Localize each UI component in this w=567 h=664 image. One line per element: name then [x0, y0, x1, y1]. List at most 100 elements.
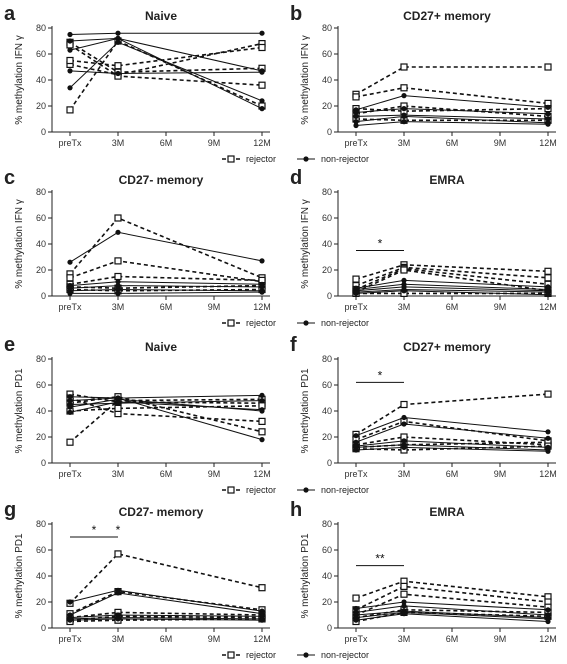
data-point-non-rejector [115, 399, 121, 405]
panel-a: a Naive % methylation IFN γ 0 20 40 60 80 preTx 3… [4, 3, 271, 148]
legend: rejector non-rejector [222, 154, 369, 164]
data-point-non-rejector [259, 258, 265, 264]
legend-label-non-rejector: non-rejector [321, 485, 369, 495]
significance-label: * [116, 523, 121, 537]
panel-title: EMRA [429, 505, 465, 519]
data-point-non-rejector [259, 69, 265, 75]
data-point-rejector [352, 275, 360, 283]
significance-label: * [92, 523, 97, 537]
x-tick-label: 12M [539, 302, 557, 312]
data-point-non-rejector [401, 93, 407, 99]
data-point-rejector [114, 62, 122, 70]
data-point-non-rejector [115, 229, 121, 235]
significance-label: * [378, 237, 383, 251]
data-point-non-rejector [401, 119, 407, 125]
data-point-non-rejector [353, 605, 359, 612]
data-point-non-rejector [115, 290, 121, 296]
panel-title: Naive [145, 340, 177, 354]
series-line-rejector [69, 395, 263, 433]
panel-letter: e [4, 334, 15, 356]
data-point-non-rejector [545, 116, 551, 122]
y-axis-label: % methylation IFN γ [300, 35, 311, 124]
legend-marker-non-rejector [303, 320, 309, 326]
data-point-rejector [258, 584, 266, 592]
data-point-rejector [114, 257, 122, 265]
y-tick-label: 20 [36, 597, 46, 607]
y-tick-label: 0 [327, 291, 332, 301]
y-tick-label: 40 [36, 406, 46, 416]
panel-letter: g [4, 499, 16, 521]
panel-letter: b [290, 3, 302, 25]
x-tick-label: 9M [208, 634, 221, 644]
x-tick-label: 9M [494, 138, 507, 148]
data-point-non-rejector [67, 398, 73, 404]
series-line-rejector [69, 553, 263, 604]
y-tick-label: 0 [327, 127, 332, 137]
legend-marker-rejector [227, 319, 235, 327]
y-axis-label: % methylation PD1 [14, 533, 25, 618]
x-tick-label: 9M [208, 302, 221, 312]
data-point-non-rejector [67, 31, 73, 38]
x-tick-label: 9M [208, 469, 221, 479]
legend-label-rejector: rejector [246, 650, 276, 660]
panel-title: EMRA [429, 173, 465, 187]
y-tick-label: 40 [36, 239, 46, 249]
y-tick-label: 80 [36, 23, 46, 33]
x-tick-label: 3M [398, 302, 411, 312]
legend-marker-non-rejector [303, 156, 309, 162]
y-tick-label: 40 [36, 75, 46, 85]
data-point-non-rejector [401, 599, 407, 605]
data-point-non-rejector [67, 599, 73, 605]
x-tick-label: 6M [446, 634, 459, 644]
y-tick-label: 0 [327, 458, 332, 468]
y-tick-label: 80 [322, 187, 332, 197]
legend-label-rejector: rejector [246, 154, 276, 164]
data-point-non-rejector [115, 35, 121, 42]
panel-f: f CD27+ memory % methylation PD1 0 20 40 60 80 p… [290, 334, 557, 479]
data-point-non-rejector [259, 437, 265, 443]
data-point-rejector [258, 43, 266, 52]
x-tick-label: 12M [539, 634, 557, 644]
y-axis-label: % methylation IFN γ [14, 199, 25, 288]
data-point-non-rejector [67, 409, 73, 415]
data-point-non-rejector [401, 444, 407, 450]
data-point-rejector [114, 550, 122, 558]
data-point-non-rejector [401, 106, 407, 112]
series-line-rejector [69, 46, 263, 67]
data-point-rejector [258, 81, 266, 89]
data-point-non-rejector [67, 259, 73, 265]
legend-label-rejector: rejector [246, 485, 276, 495]
series-line-non-rejector [355, 416, 549, 437]
data-point-non-rejector [259, 106, 265, 112]
y-tick-label: 0 [327, 623, 332, 633]
legend-marker-non-rejector [303, 487, 309, 493]
data-point-non-rejector [353, 439, 359, 445]
data-point-rejector [66, 274, 74, 282]
data-point-non-rejector [545, 435, 551, 441]
y-tick-label: 20 [36, 432, 46, 442]
data-point-non-rejector [353, 113, 359, 119]
data-point-rejector [544, 274, 552, 282]
legend-marker-rejector [227, 486, 235, 494]
y-tick-label: 40 [322, 571, 332, 581]
data-point-non-rejector [401, 277, 407, 283]
series-line-rejector [355, 66, 548, 95]
data-point-rejector [352, 594, 360, 602]
data-point-non-rejector [353, 447, 359, 453]
x-tick-label: 3M [112, 138, 125, 148]
legend: rejector non-rejector [222, 650, 369, 660]
x-tick-label: 3M [398, 138, 411, 148]
data-point-non-rejector [259, 289, 265, 295]
y-tick-label: 20 [36, 101, 46, 111]
y-tick-label: 0 [41, 291, 46, 301]
panel-title: CD27- memory [119, 173, 204, 187]
panel-letter: c [4, 167, 15, 189]
panel-title: CD27+ memory [403, 340, 491, 354]
data-point-non-rejector [115, 70, 121, 77]
series-line-non-rejector [69, 394, 263, 399]
series-line-non-rejector [69, 32, 262, 35]
x-tick-label: 6M [446, 469, 459, 479]
legend-marker-rejector [227, 651, 235, 659]
data-point-non-rejector [115, 39, 121, 45]
data-point-rejector [400, 266, 408, 274]
